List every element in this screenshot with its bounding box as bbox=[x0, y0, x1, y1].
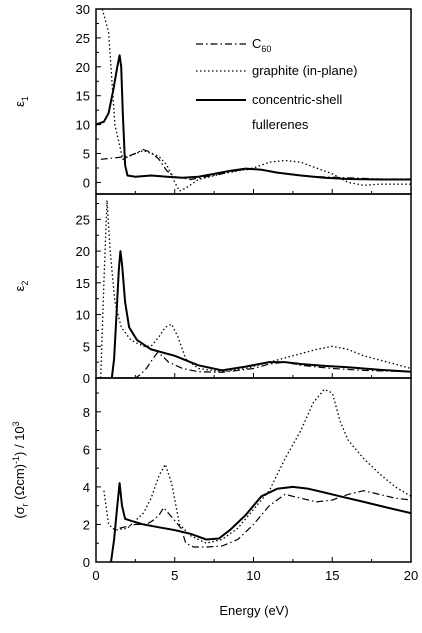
y-tick-label: 8 bbox=[83, 405, 90, 420]
y-tick-label: 15 bbox=[76, 276, 90, 291]
legend-label-fullerenes-line2: fullerenes bbox=[252, 117, 309, 132]
series-line-graphite-in-plane bbox=[103, 388, 411, 544]
y-tick-label: 10 bbox=[76, 118, 90, 133]
y-tick-label: 0 bbox=[83, 371, 90, 386]
x-tick-label: 10 bbox=[246, 568, 260, 583]
y-tick-label: 25 bbox=[76, 212, 90, 227]
panel-frame bbox=[95, 193, 412, 379]
series-line-graphite-in-plane bbox=[101, 9, 411, 192]
y-axis-title-eps1: ε1 bbox=[12, 96, 30, 107]
panels-layer: 0 5 10 15 20 25 30 ε1 0 5 10 15 20 25 ε2 0 2 4 6 8 (σr (Ωcm)… bbox=[11, 2, 412, 570]
y-tick-label: 0 bbox=[83, 175, 90, 190]
y-tick-label: 6 bbox=[83, 442, 90, 457]
y-axis-title-sigma: (σr (Ωcm)-1) / 103 bbox=[11, 421, 30, 518]
panel-frame bbox=[95, 377, 412, 563]
legend-label-fullerenes: concentric-shell bbox=[252, 92, 342, 107]
y-tick-label: 25 bbox=[76, 31, 90, 46]
y-tick-label: 30 bbox=[76, 2, 90, 17]
y-tick-label: 0 bbox=[83, 555, 90, 570]
panel-sigma: 0 2 4 6 8 (σr (Ωcm)-1) / 103 bbox=[11, 377, 412, 570]
series-line-c60 bbox=[119, 490, 411, 548]
y-tick-label: 4 bbox=[83, 480, 90, 495]
y-tick-label: 20 bbox=[76, 60, 90, 75]
legend-label-c60: C60 bbox=[252, 36, 271, 54]
y-tick-label: 5 bbox=[83, 339, 90, 354]
y-tick-label: 10 bbox=[76, 308, 90, 323]
y-axis-title-eps2: ε2 bbox=[12, 281, 30, 292]
series-group bbox=[96, 9, 411, 192]
y-tick-label: 15 bbox=[76, 89, 90, 104]
series-line-graphite-in-plane bbox=[100, 199, 411, 378]
x-axis: 0 5 10 15 20 bbox=[92, 568, 418, 583]
y-tick-label: 5 bbox=[83, 147, 90, 162]
panel-eps2: 0 5 10 15 20 25 ε2 bbox=[12, 193, 412, 386]
series-group bbox=[103, 388, 411, 562]
y-tick-label: 2 bbox=[83, 517, 90, 532]
x-tick-label: 5 bbox=[171, 568, 178, 583]
series-line-concentric-shell-fullerenes bbox=[110, 250, 411, 378]
series-line-c60 bbox=[119, 352, 411, 378]
x-tick-label: 0 bbox=[92, 568, 99, 583]
y-tick-label: 20 bbox=[76, 244, 90, 259]
series-line-concentric-shell-fullerenes bbox=[110, 482, 411, 562]
x-tick-label: 15 bbox=[325, 568, 339, 583]
series-line-concentric-shell-fullerenes bbox=[96, 54, 411, 181]
panel-eps1: 0 5 10 15 20 25 30 ε1 bbox=[12, 2, 412, 195]
legend-label-graphite: graphite (in-plane) bbox=[252, 63, 358, 78]
legend: C60 graphite (in-plane) concentric-shell… bbox=[196, 36, 358, 132]
series-group bbox=[100, 199, 411, 378]
x-axis-title: Energy (eV) bbox=[219, 603, 288, 618]
x-tick-label: 20 bbox=[404, 568, 418, 583]
